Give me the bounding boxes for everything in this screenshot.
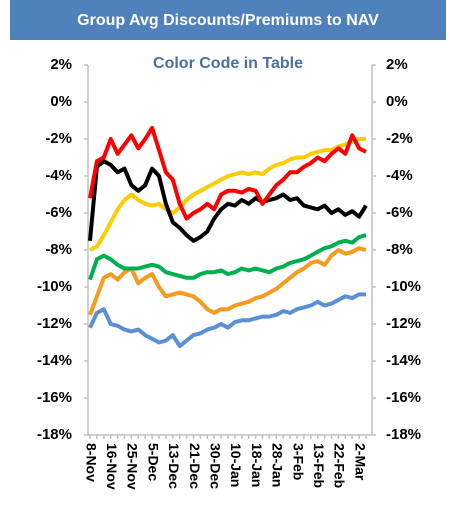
y-tick-label: -16% (37, 389, 72, 406)
y2-tick-label: -18% (386, 426, 421, 443)
y2-tick-label: -2% (386, 130, 413, 147)
series-line (88, 159, 368, 243)
y2-tick-label: -8% (386, 241, 413, 258)
y2-tick-label: 0% (386, 93, 408, 110)
x-tick-label: 13-Feb (311, 443, 327, 488)
series-line (88, 292, 366, 349)
series-line (88, 125, 367, 221)
x-tick-label: 13-Dec (166, 443, 182, 489)
x-tick-label: 2-Mar (352, 443, 368, 481)
y-tick-label: -2% (45, 130, 72, 147)
x-tick-label: 5-Dec (145, 443, 161, 481)
x-tick-label: 8-Nov (83, 443, 99, 482)
y-tick-label: 2% (50, 56, 72, 73)
y-tick-label: 0% (50, 93, 72, 110)
y-tick-label: -8% (45, 241, 72, 258)
y2-tick-label: -10% (386, 278, 421, 295)
y2-tick-label: -4% (386, 167, 413, 184)
x-tick-label: 28-Jan (270, 443, 286, 487)
x-tick-label: 21-Dec (187, 443, 203, 489)
y-tick-label: -12% (37, 315, 72, 332)
series-line (89, 137, 366, 252)
y-tick-label: -6% (45, 204, 72, 221)
x-tick-label: 3-Feb (290, 443, 306, 480)
chart-subtitle: Color Code in Table (153, 55, 303, 72)
y2-tick-label: -12% (386, 315, 421, 332)
x-tick-label: 22-Feb (332, 443, 348, 488)
y-tick-label: -4% (45, 167, 72, 184)
title-banner (10, 0, 446, 40)
x-tick-label: 18-Jan (249, 443, 265, 487)
chart-title: Group Avg Discounts/Premiums to NAV (77, 12, 379, 29)
series-line (88, 233, 367, 281)
y2-tick-label: -6% (386, 204, 413, 221)
y-tick-label: -18% (37, 426, 72, 443)
x-tick-label: 30-Dec (207, 443, 223, 489)
y2-tick-label: -16% (386, 389, 421, 406)
y-tick-label: -10% (37, 278, 72, 295)
y2-tick-label: 2% (386, 56, 408, 73)
x-tick-label: 10-Jan (228, 443, 244, 487)
y-tick-label: -14% (37, 352, 72, 369)
x-tick-label: 25-Nov (125, 443, 141, 490)
series-line (88, 246, 367, 316)
x-tick-label: 16-Nov (104, 443, 120, 490)
y2-tick-label: -14% (386, 352, 421, 369)
